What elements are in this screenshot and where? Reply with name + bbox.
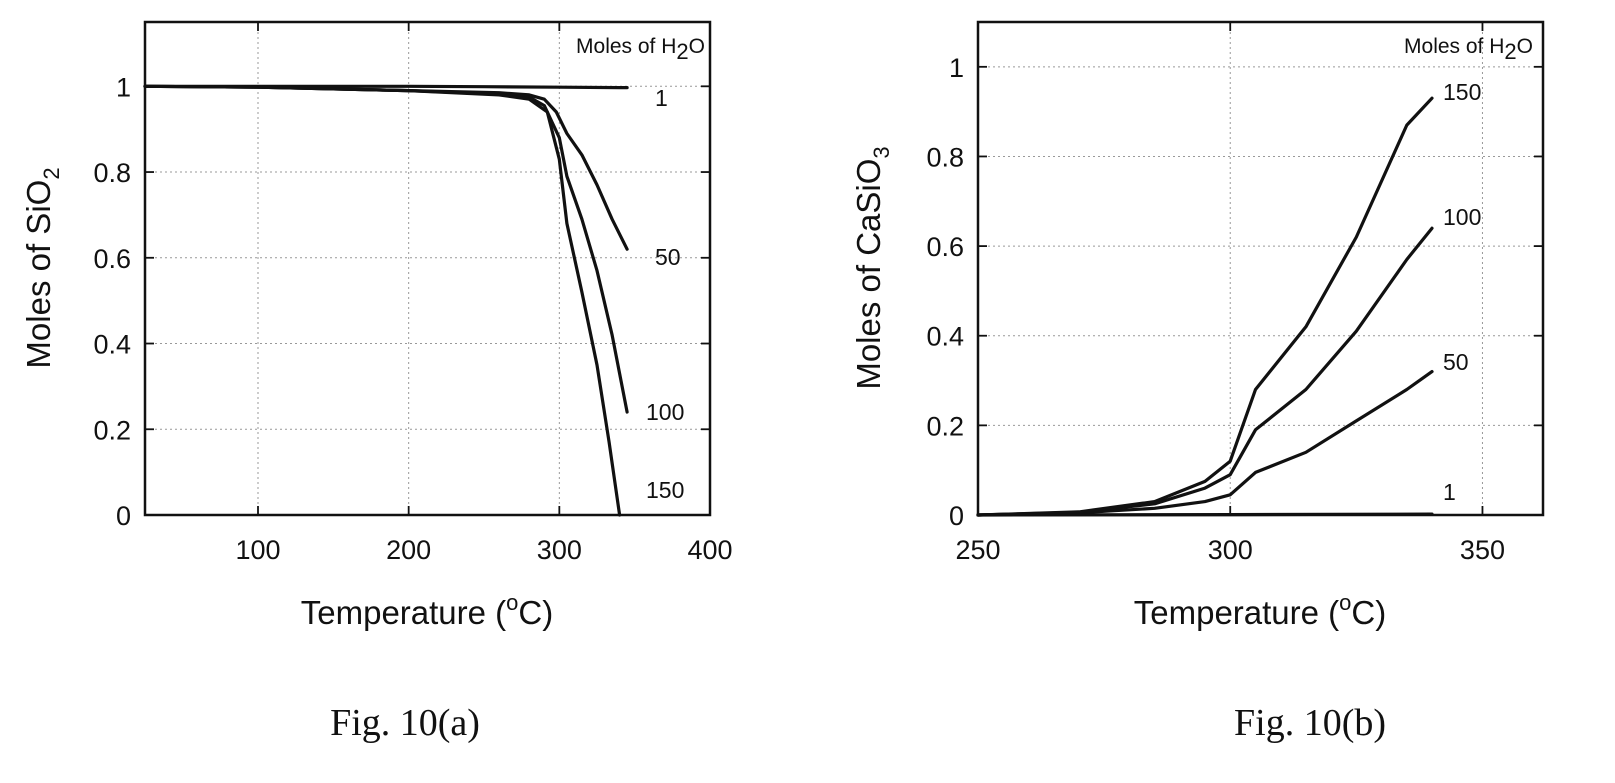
plot-a-frame [143,20,712,517]
plot-a-grid [145,22,710,515]
caption-a: Fig. 10(a) [330,702,480,744]
plot-a-xlabel: Temperature (oC) [301,590,554,631]
x-tick-label: 350 [1460,535,1505,565]
x-tick-label: 300 [1208,535,1253,565]
plot-b-frame [976,20,1545,517]
plot-a-ylabel: Moles of SiO2 [20,167,64,368]
plot-b-series [976,96,1434,517]
series-line-50 [976,370,1434,517]
y-tick-label: 0.2 [926,411,964,441]
series-label-b-150: 150 [1443,79,1481,105]
plot-a-series [143,84,629,517]
y-tick-label: 0.6 [93,244,131,274]
y-tick-label: 1 [116,72,131,102]
series-label-b-1: 1 [1443,479,1456,505]
plot-b-xlabel: Temperature (oC) [1134,590,1387,631]
plot-a-legend-title: Moles of H2O [576,35,705,64]
series-label-b-100: 100 [1443,204,1481,230]
x-tick-label: 100 [235,535,280,565]
series-line-150 [143,84,622,517]
x-tick-label: 300 [537,535,582,565]
y-tick-label: 0.8 [926,142,964,172]
x-tick-label: 250 [955,535,1000,565]
x-tick-label: 200 [386,535,431,565]
y-tick-label: 0.6 [926,232,964,262]
series-line-50 [143,84,629,251]
series-label-a-100: 100 [646,399,684,425]
y-tick-label: 0.2 [93,415,131,445]
series-label-a-150: 150 [646,477,684,503]
x-tick-label: 400 [687,535,732,565]
series-label-b-50: 50 [1443,349,1469,375]
plot-b-ylabel: Moles of CaSiO3 [850,146,894,389]
y-tick-label: 0.4 [926,322,964,352]
y-tick-label: 1 [949,53,964,83]
series-line-150 [976,96,1434,517]
series-line-100 [976,226,1434,517]
plot-b-ticks: 250 300 350 0 0.2 0.4 0.6 0.8 1 [926,22,1543,565]
y-tick-label: 0 [949,501,964,531]
y-tick-label: 0 [116,501,131,531]
y-tick-label: 0.4 [93,330,131,360]
y-tick-label: 0.8 [93,158,131,188]
caption-b: Fig. 10(b) [1234,702,1386,744]
plot-b-legend-title: Moles of H2O [1404,35,1533,64]
series-label-a-1: 1 [655,85,668,111]
plot-a-ticks: 100 200 300 400 0 0.2 0.4 0.6 0.8 1 [93,22,733,565]
series-label-a-50: 50 [655,244,681,270]
